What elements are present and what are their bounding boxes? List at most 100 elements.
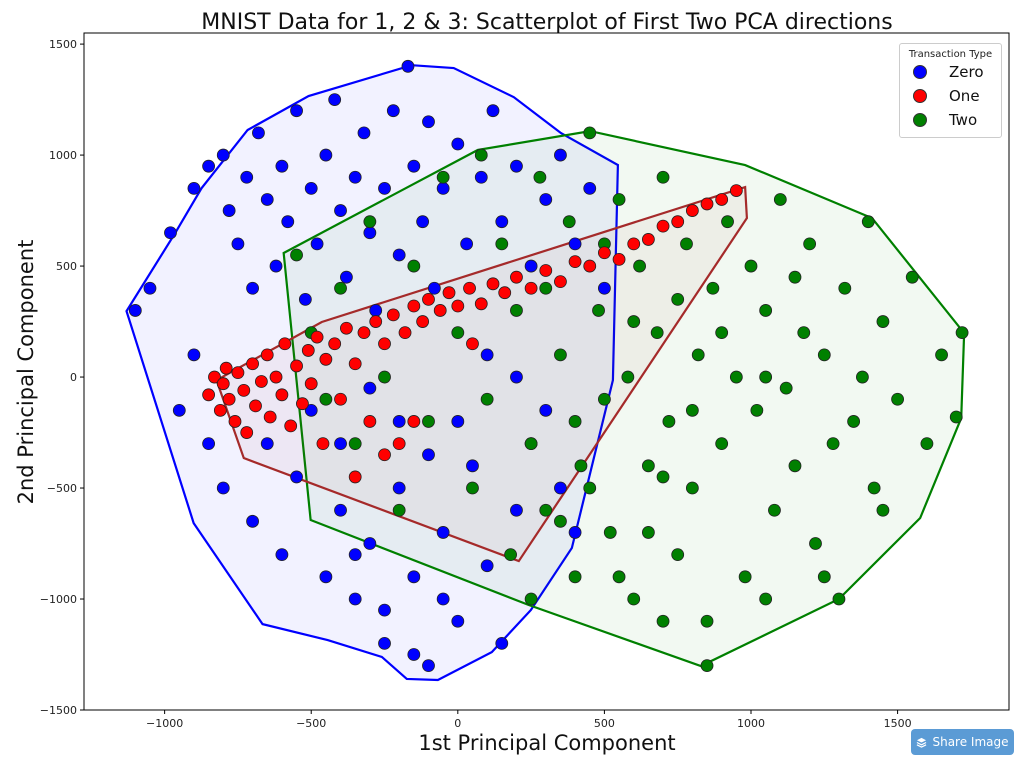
point-zero: [172, 403, 186, 417]
point-two: [744, 259, 758, 273]
point-two: [826, 437, 840, 451]
point-zero: [510, 370, 523, 384]
point-two: [861, 215, 875, 229]
point-zero: [510, 159, 523, 173]
point-zero: [427, 281, 441, 295]
point-two: [319, 392, 333, 406]
point-zero: [480, 348, 494, 362]
point-zero: [260, 437, 274, 451]
point-two: [480, 392, 494, 406]
point-zero: [466, 459, 479, 473]
point-zero: [407, 648, 421, 661]
x-tick-label: 500: [594, 717, 615, 730]
point-one: [729, 184, 743, 197]
y-axis-label: 2nd Principal Component: [14, 240, 38, 505]
point-two: [685, 403, 699, 417]
legend-marker-two: [913, 113, 927, 127]
point-zero: [164, 226, 177, 240]
point-two: [759, 304, 773, 317]
point-two: [797, 326, 811, 340]
point-two: [847, 415, 861, 428]
point-one: [407, 415, 421, 428]
point-one: [641, 233, 655, 246]
point-zero: [392, 248, 406, 262]
x-tick-label: 1000: [737, 717, 765, 730]
point-zero: [246, 281, 259, 295]
point-zero: [222, 204, 236, 217]
point-one: [240, 426, 254, 439]
point-zero: [401, 59, 415, 73]
point-zero: [436, 181, 450, 195]
point-zero: [187, 348, 201, 362]
point-zero: [348, 170, 362, 184]
y-tick-label: 500: [56, 260, 77, 273]
point-two: [612, 570, 626, 584]
share-image-button[interactable]: Share Image: [911, 729, 1014, 755]
point-two: [378, 370, 391, 384]
point-one: [328, 337, 342, 351]
point-one: [583, 259, 597, 273]
point-one: [348, 470, 362, 484]
point-one: [568, 255, 582, 269]
point-one: [316, 437, 330, 451]
point-two: [838, 281, 852, 295]
point-two: [832, 592, 846, 606]
point-two: [583, 126, 597, 140]
point-zero: [202, 437, 216, 451]
point-two: [539, 503, 553, 517]
point-one: [685, 204, 699, 217]
legend-label-zero: Zero: [949, 63, 984, 81]
layers-icon: [917, 737, 927, 748]
point-one: [269, 370, 283, 384]
point-two: [809, 537, 822, 550]
point-zero: [486, 104, 500, 118]
legend: Transaction Type Zero One Two: [899, 43, 1002, 138]
point-zero: [187, 181, 201, 195]
point-zero: [216, 148, 230, 162]
point-one: [422, 292, 435, 306]
point-one: [260, 348, 274, 362]
point-one: [319, 352, 333, 366]
point-two: [592, 304, 605, 317]
legend-title: Transaction Type: [908, 49, 993, 60]
point-one: [386, 308, 400, 322]
point-zero: [290, 470, 303, 484]
point-two: [583, 481, 597, 495]
point-two: [867, 481, 881, 495]
point-two: [621, 370, 635, 384]
point-two: [788, 270, 802, 284]
point-zero: [436, 592, 450, 606]
point-one: [463, 281, 476, 295]
point-zero: [304, 181, 318, 195]
point-zero: [386, 104, 400, 118]
point-two: [568, 570, 582, 584]
point-two: [715, 437, 729, 451]
point-two: [759, 592, 773, 606]
point-zero: [290, 104, 303, 118]
point-zero: [407, 159, 421, 173]
legend-item-two: Two: [900, 108, 1001, 132]
point-one: [208, 370, 221, 384]
point-two: [348, 437, 362, 451]
point-two: [510, 304, 523, 317]
point-one: [216, 377, 230, 391]
point-zero: [340, 270, 353, 284]
point-zero: [202, 159, 216, 173]
point-zero: [554, 148, 567, 162]
point-two: [603, 526, 617, 539]
point-one: [219, 361, 233, 375]
point-two: [876, 315, 890, 328]
point-one: [222, 392, 236, 406]
point-zero: [246, 514, 259, 528]
point-two: [554, 514, 567, 528]
x-tick-label: 1500: [884, 717, 912, 730]
point-one: [284, 419, 298, 433]
point-one: [296, 397, 309, 411]
point-zero: [495, 637, 509, 650]
point-zero: [128, 304, 142, 317]
point-zero: [460, 237, 474, 251]
point-two: [700, 659, 714, 673]
point-one: [715, 193, 729, 206]
y-tick-label: 1500: [49, 38, 77, 51]
point-one: [275, 388, 289, 402]
